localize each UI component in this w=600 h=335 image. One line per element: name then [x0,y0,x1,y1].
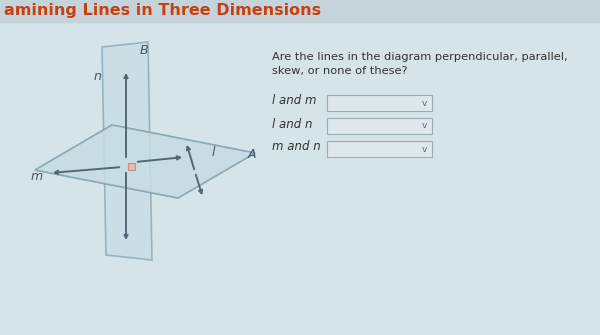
Text: l: l [211,145,215,158]
Polygon shape [128,163,135,170]
Polygon shape [35,125,255,198]
Text: Are the lines in the diagram perpendicular, parallel,: Are the lines in the diagram perpendicul… [272,52,568,62]
Text: B: B [140,44,148,57]
Bar [327,118,432,134]
Text: v: v [421,98,427,108]
Text: l and m: l and m [272,94,317,108]
Text: amining Lines in Three Dimensions: amining Lines in Three Dimensions [4,3,321,18]
Text: m: m [31,171,43,184]
Polygon shape [35,125,255,198]
Text: v: v [421,144,427,153]
Text: l and n: l and n [272,118,313,131]
Text: v: v [421,122,427,131]
Bar [327,141,432,157]
Bar [0,0,600,22]
Text: skew, or none of these?: skew, or none of these? [272,66,407,76]
Polygon shape [102,42,152,260]
Text: n: n [94,70,102,83]
Bar [327,95,432,111]
Text: m and n: m and n [272,140,321,153]
Text: A: A [248,148,256,161]
